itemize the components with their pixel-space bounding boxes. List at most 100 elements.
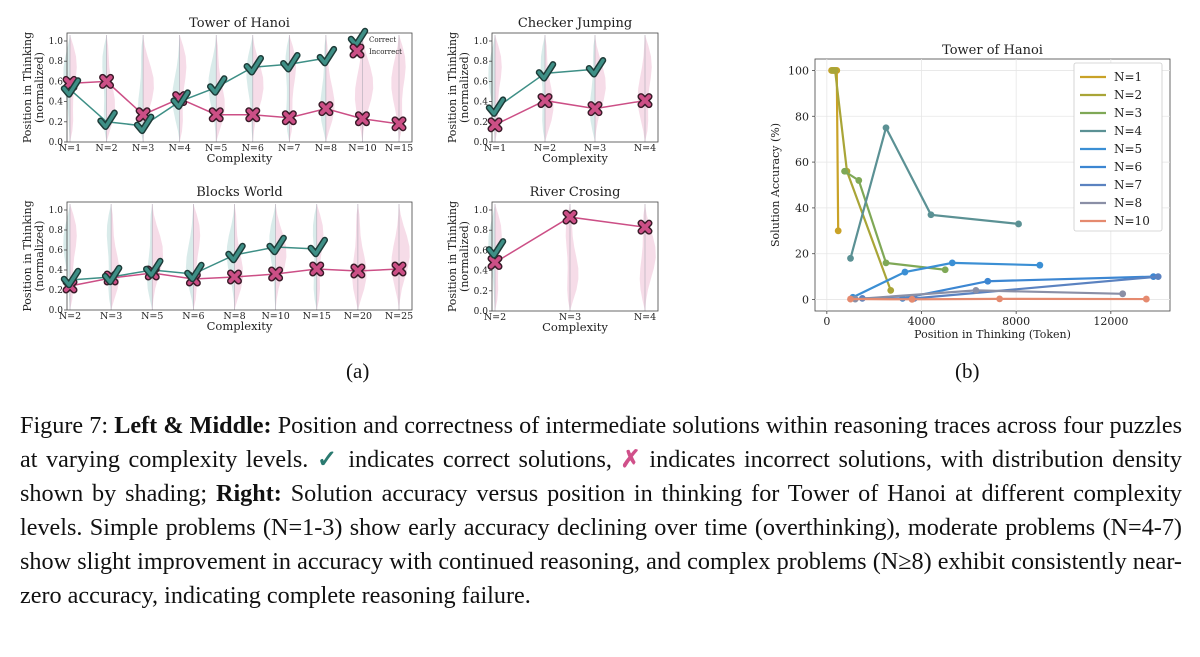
x-tick-label: N=3 xyxy=(584,143,606,154)
x-tick-label: N=1 xyxy=(59,143,81,154)
data-point xyxy=(847,254,854,262)
y-tick-label: 0.0 xyxy=(49,306,64,316)
data-point xyxy=(882,259,890,267)
x-tick-label: N=8 xyxy=(223,311,245,322)
y-tick-label: 0.2 xyxy=(474,287,488,297)
x-tick-label: N=2 xyxy=(59,311,81,322)
density-shade-left xyxy=(172,35,180,142)
y-tick-label: 0.8 xyxy=(49,226,64,236)
x-tick-label: N=6 xyxy=(182,311,204,322)
caption-text-4: Solution accuracy versus position in thi… xyxy=(20,480,1183,609)
figure-caption: Figure 7: Left & Middle: Position and co… xyxy=(20,409,1182,613)
x-tick-label: N=4 xyxy=(169,143,191,154)
x-axis-label: Complexity xyxy=(207,151,273,165)
chart-hanoi-accuracy: 0 4000 8000 12000 0 20 40 60 80 100 Tower of Hanoi… xyxy=(769,43,1171,341)
data-point xyxy=(948,259,956,267)
y-tick-label: 0.2 xyxy=(49,286,63,296)
density-shade-right xyxy=(70,204,77,310)
density-shade-right xyxy=(252,35,264,142)
legend-label: N=10 xyxy=(1114,214,1150,228)
legend-label: N=8 xyxy=(1114,196,1142,210)
incorrect-marker xyxy=(564,211,576,224)
correct-marker xyxy=(226,244,245,262)
x-tick-label: N=2 xyxy=(534,143,556,154)
correct-marker xyxy=(318,47,336,65)
legend: N=1 N=2 N=3 N=4 N=5 N=6 N=7 N=8 N=10 xyxy=(1073,62,1163,232)
x-axis-label: Complexity xyxy=(207,319,273,333)
y-tick-label: 100 xyxy=(788,64,809,77)
legend-label: N=1 xyxy=(1114,70,1142,84)
caption-lead-bold: Left & Middle: xyxy=(114,412,272,439)
data-point xyxy=(1154,273,1162,281)
caption-text-1: Position and correctness of intermediate… xyxy=(20,412,1183,473)
correct-marker xyxy=(62,269,80,287)
y-axis-label-unit: (normalized) xyxy=(33,221,46,292)
y-axis-label: Solution Accuracy (%) xyxy=(769,123,782,247)
density-shade-left xyxy=(146,204,153,310)
y-tick-label: 0.4 xyxy=(474,98,489,108)
y-tick-label: 0.6 xyxy=(49,246,64,256)
chart-tower: Tower of Hanoi 0.0 0.2 0.4 0.6 0.8 1.0 Position… xyxy=(21,16,413,165)
y-tick-label: 1.0 xyxy=(474,37,489,47)
x-tick-label: N=1 xyxy=(484,143,506,154)
density-shade-left xyxy=(269,204,276,310)
correct-marker xyxy=(267,236,286,254)
density-shade-left xyxy=(352,204,358,310)
correct-marker xyxy=(171,90,190,109)
data-point xyxy=(1142,295,1150,303)
density-shade-right xyxy=(289,35,297,142)
legend-label: N=3 xyxy=(1114,106,1142,120)
y-tick-label: 20 xyxy=(795,248,809,261)
correct-marker xyxy=(208,76,226,95)
legend-label: N=7 xyxy=(1114,178,1142,192)
y-tick-label: 0.0 xyxy=(474,138,489,148)
legend-label: N=5 xyxy=(1114,142,1142,156)
legend-label: N=4 xyxy=(1114,124,1143,138)
y-tick-label: 40 xyxy=(795,202,809,215)
x-tick-label: N=20 xyxy=(344,311,372,322)
y-tick-label: 0.8 xyxy=(474,57,489,67)
incorrect-marker xyxy=(319,102,332,115)
x-tick-label: N=10 xyxy=(261,311,289,322)
data-point xyxy=(834,227,842,235)
incorrect-marker xyxy=(310,263,323,275)
chart-title: Blocks World xyxy=(196,185,283,200)
correct-marker xyxy=(281,53,300,71)
data-point xyxy=(908,295,916,303)
y-tick-label: 0.8 xyxy=(474,226,489,236)
y-tick-label: 1.0 xyxy=(49,37,64,47)
density-shade-left xyxy=(565,204,570,311)
x-tick-label: N=2 xyxy=(484,312,506,323)
density-shade-right xyxy=(645,35,652,142)
y-axis-label: Position in Thinking xyxy=(21,200,34,311)
y-axis-label: Position in Thinking xyxy=(446,201,459,312)
y-tick-label: 0.6 xyxy=(474,77,489,87)
data-point xyxy=(841,167,848,175)
x-tick-label: N=25 xyxy=(385,311,413,322)
x-tick-label: N=15 xyxy=(303,311,331,322)
chart-title: Tower of Hanoi xyxy=(189,16,290,31)
density-shade-left xyxy=(185,204,194,310)
density-shade-left xyxy=(246,35,253,142)
legend-correct-label: Correct xyxy=(369,36,396,44)
chart-blocks: Blocks World 0.0 0.2 0.4 0.6 0.8 1.0 Position i… xyxy=(21,185,413,333)
y-tick-label: 0.8 xyxy=(49,57,64,67)
y-axis-label-unit: (normalized) xyxy=(458,221,471,292)
x-tick-label: N=3 xyxy=(132,143,154,154)
incorrect-marker xyxy=(246,108,259,121)
density-shade-left xyxy=(391,35,399,142)
data-point xyxy=(1015,220,1022,228)
data-point xyxy=(887,286,895,294)
caption-text-3: indicates incorrect solutions, with dist… xyxy=(20,446,1182,507)
x-tick-label: N=5 xyxy=(141,311,163,322)
density-shade-right xyxy=(275,204,287,310)
incorrect-marker xyxy=(489,118,501,131)
data-point xyxy=(996,295,1003,303)
incorrect-marker xyxy=(351,265,364,277)
density-shade-right xyxy=(399,35,406,142)
density-shade-left xyxy=(102,35,107,142)
y-axis-label-unit: (normalized) xyxy=(458,52,471,123)
y-tick-label: 0.6 xyxy=(474,246,489,256)
incorrect-marker xyxy=(269,268,282,280)
series-line-n-4 xyxy=(849,124,1019,259)
